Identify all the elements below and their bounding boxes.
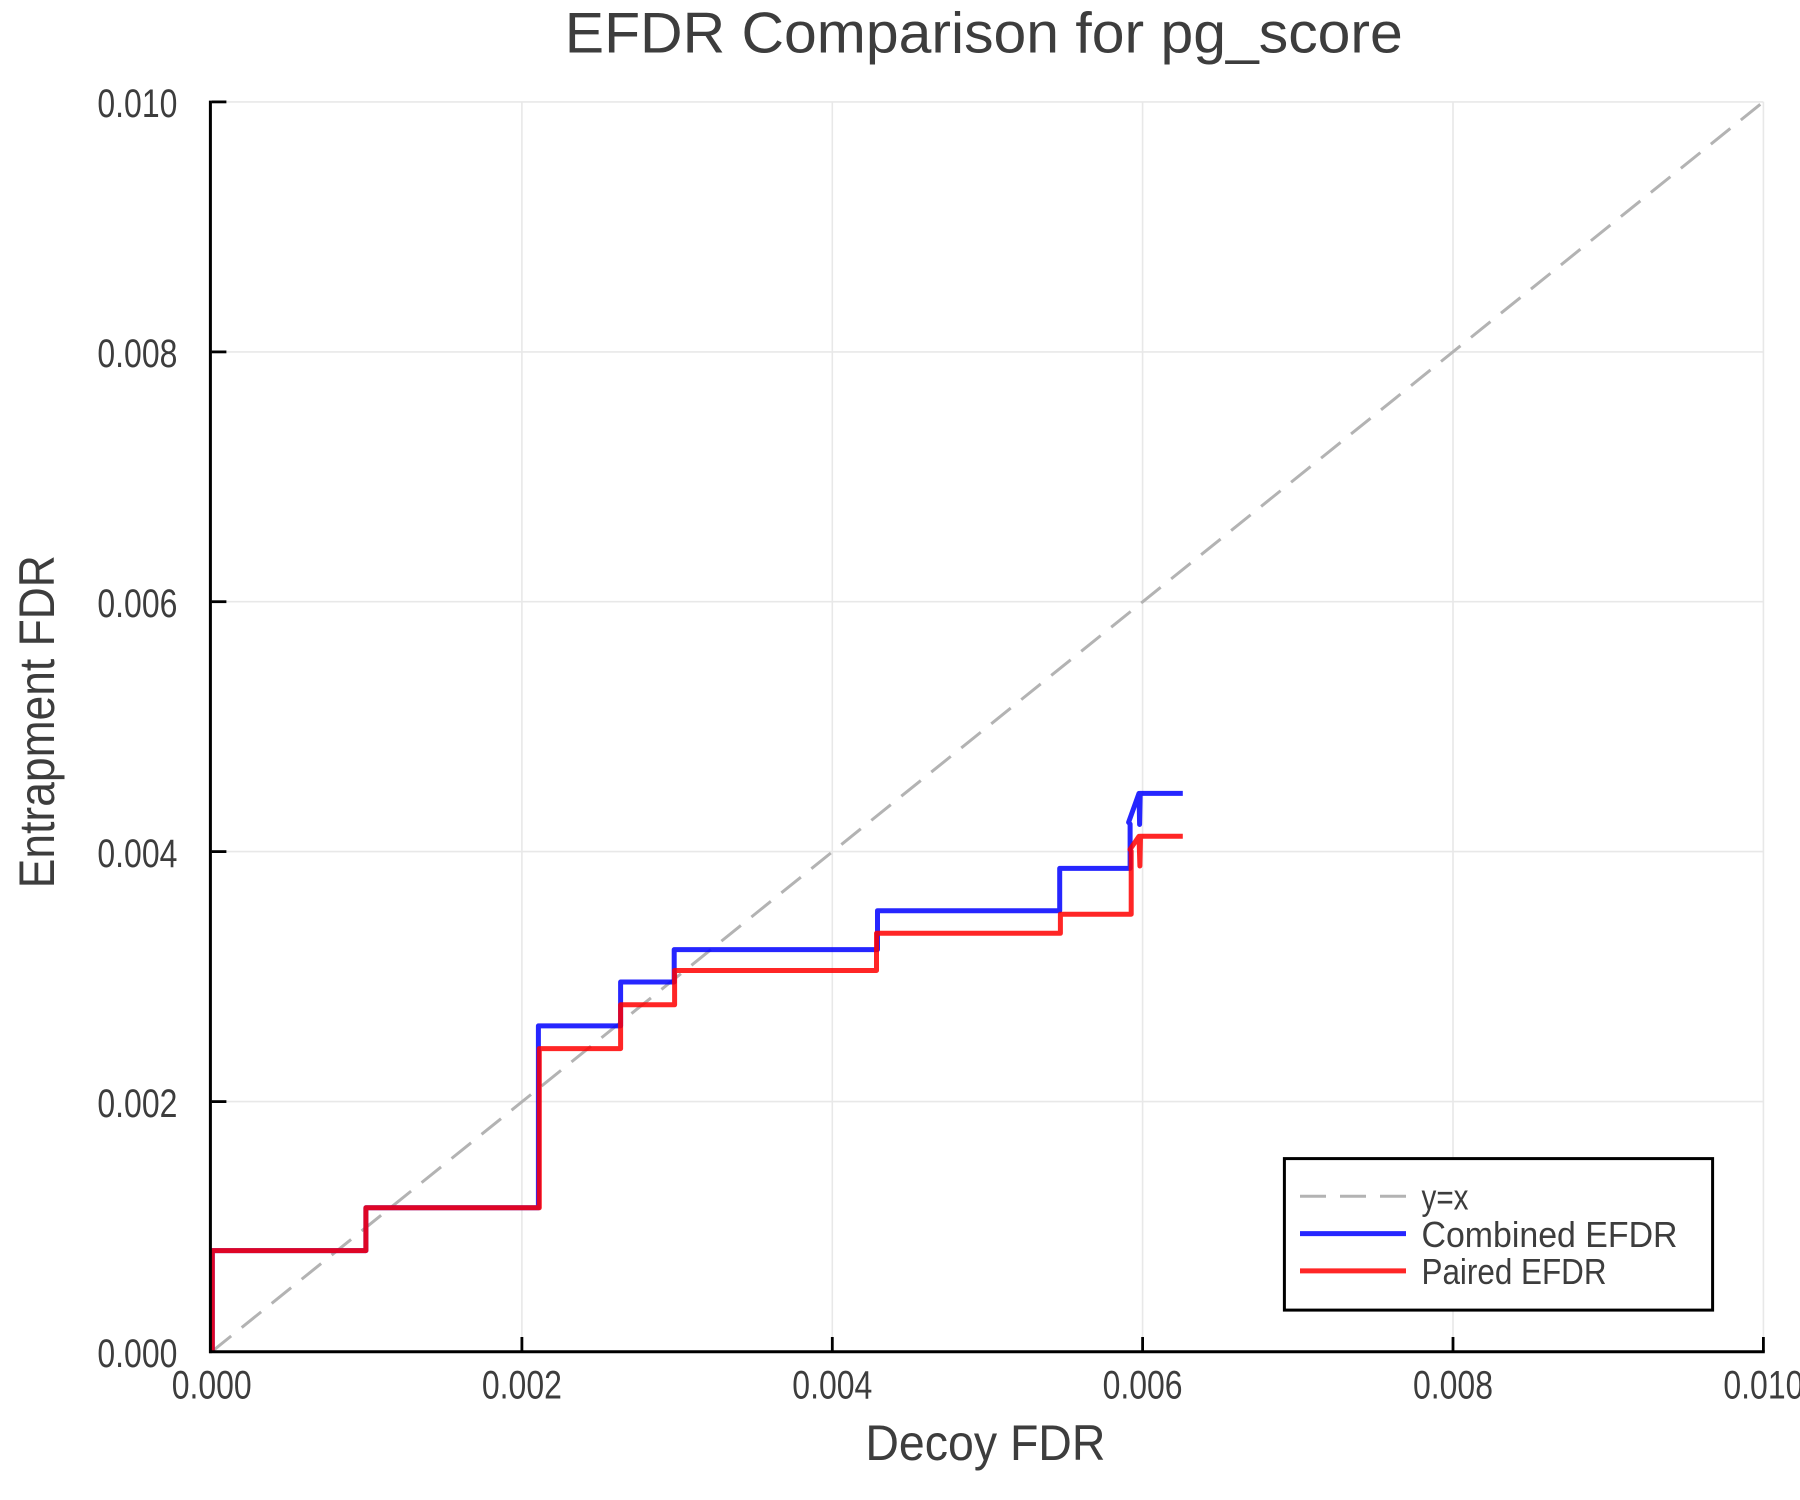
svg-text:0.010: 0.010 [1723,1363,1800,1407]
svg-text:Decoy FDR: Decoy FDR [865,1415,1105,1471]
svg-text:0.008: 0.008 [97,332,177,376]
svg-text:Combined EFDR: Combined EFDR [1422,1214,1678,1255]
svg-text:EFDR Comparison for pg_score: EFDR Comparison for pg_score [565,1,1403,65]
svg-text:0.004: 0.004 [97,832,177,876]
svg-text:Entrapment FDR: Entrapment FDR [9,555,65,888]
svg-text:0.010: 0.010 [97,82,177,126]
svg-text:0.006: 0.006 [1103,1363,1183,1407]
svg-text:0.006: 0.006 [97,582,177,626]
svg-text:0.002: 0.002 [97,1082,177,1126]
svg-text:y=x: y=x [1422,1176,1469,1217]
svg-text:Paired EFDR: Paired EFDR [1422,1251,1607,1292]
svg-text:0.004: 0.004 [792,1363,872,1407]
svg-text:0.000: 0.000 [172,1363,252,1407]
svg-text:0.000: 0.000 [97,1332,177,1376]
svg-text:0.002: 0.002 [482,1363,562,1407]
svg-text:0.008: 0.008 [1413,1363,1493,1407]
